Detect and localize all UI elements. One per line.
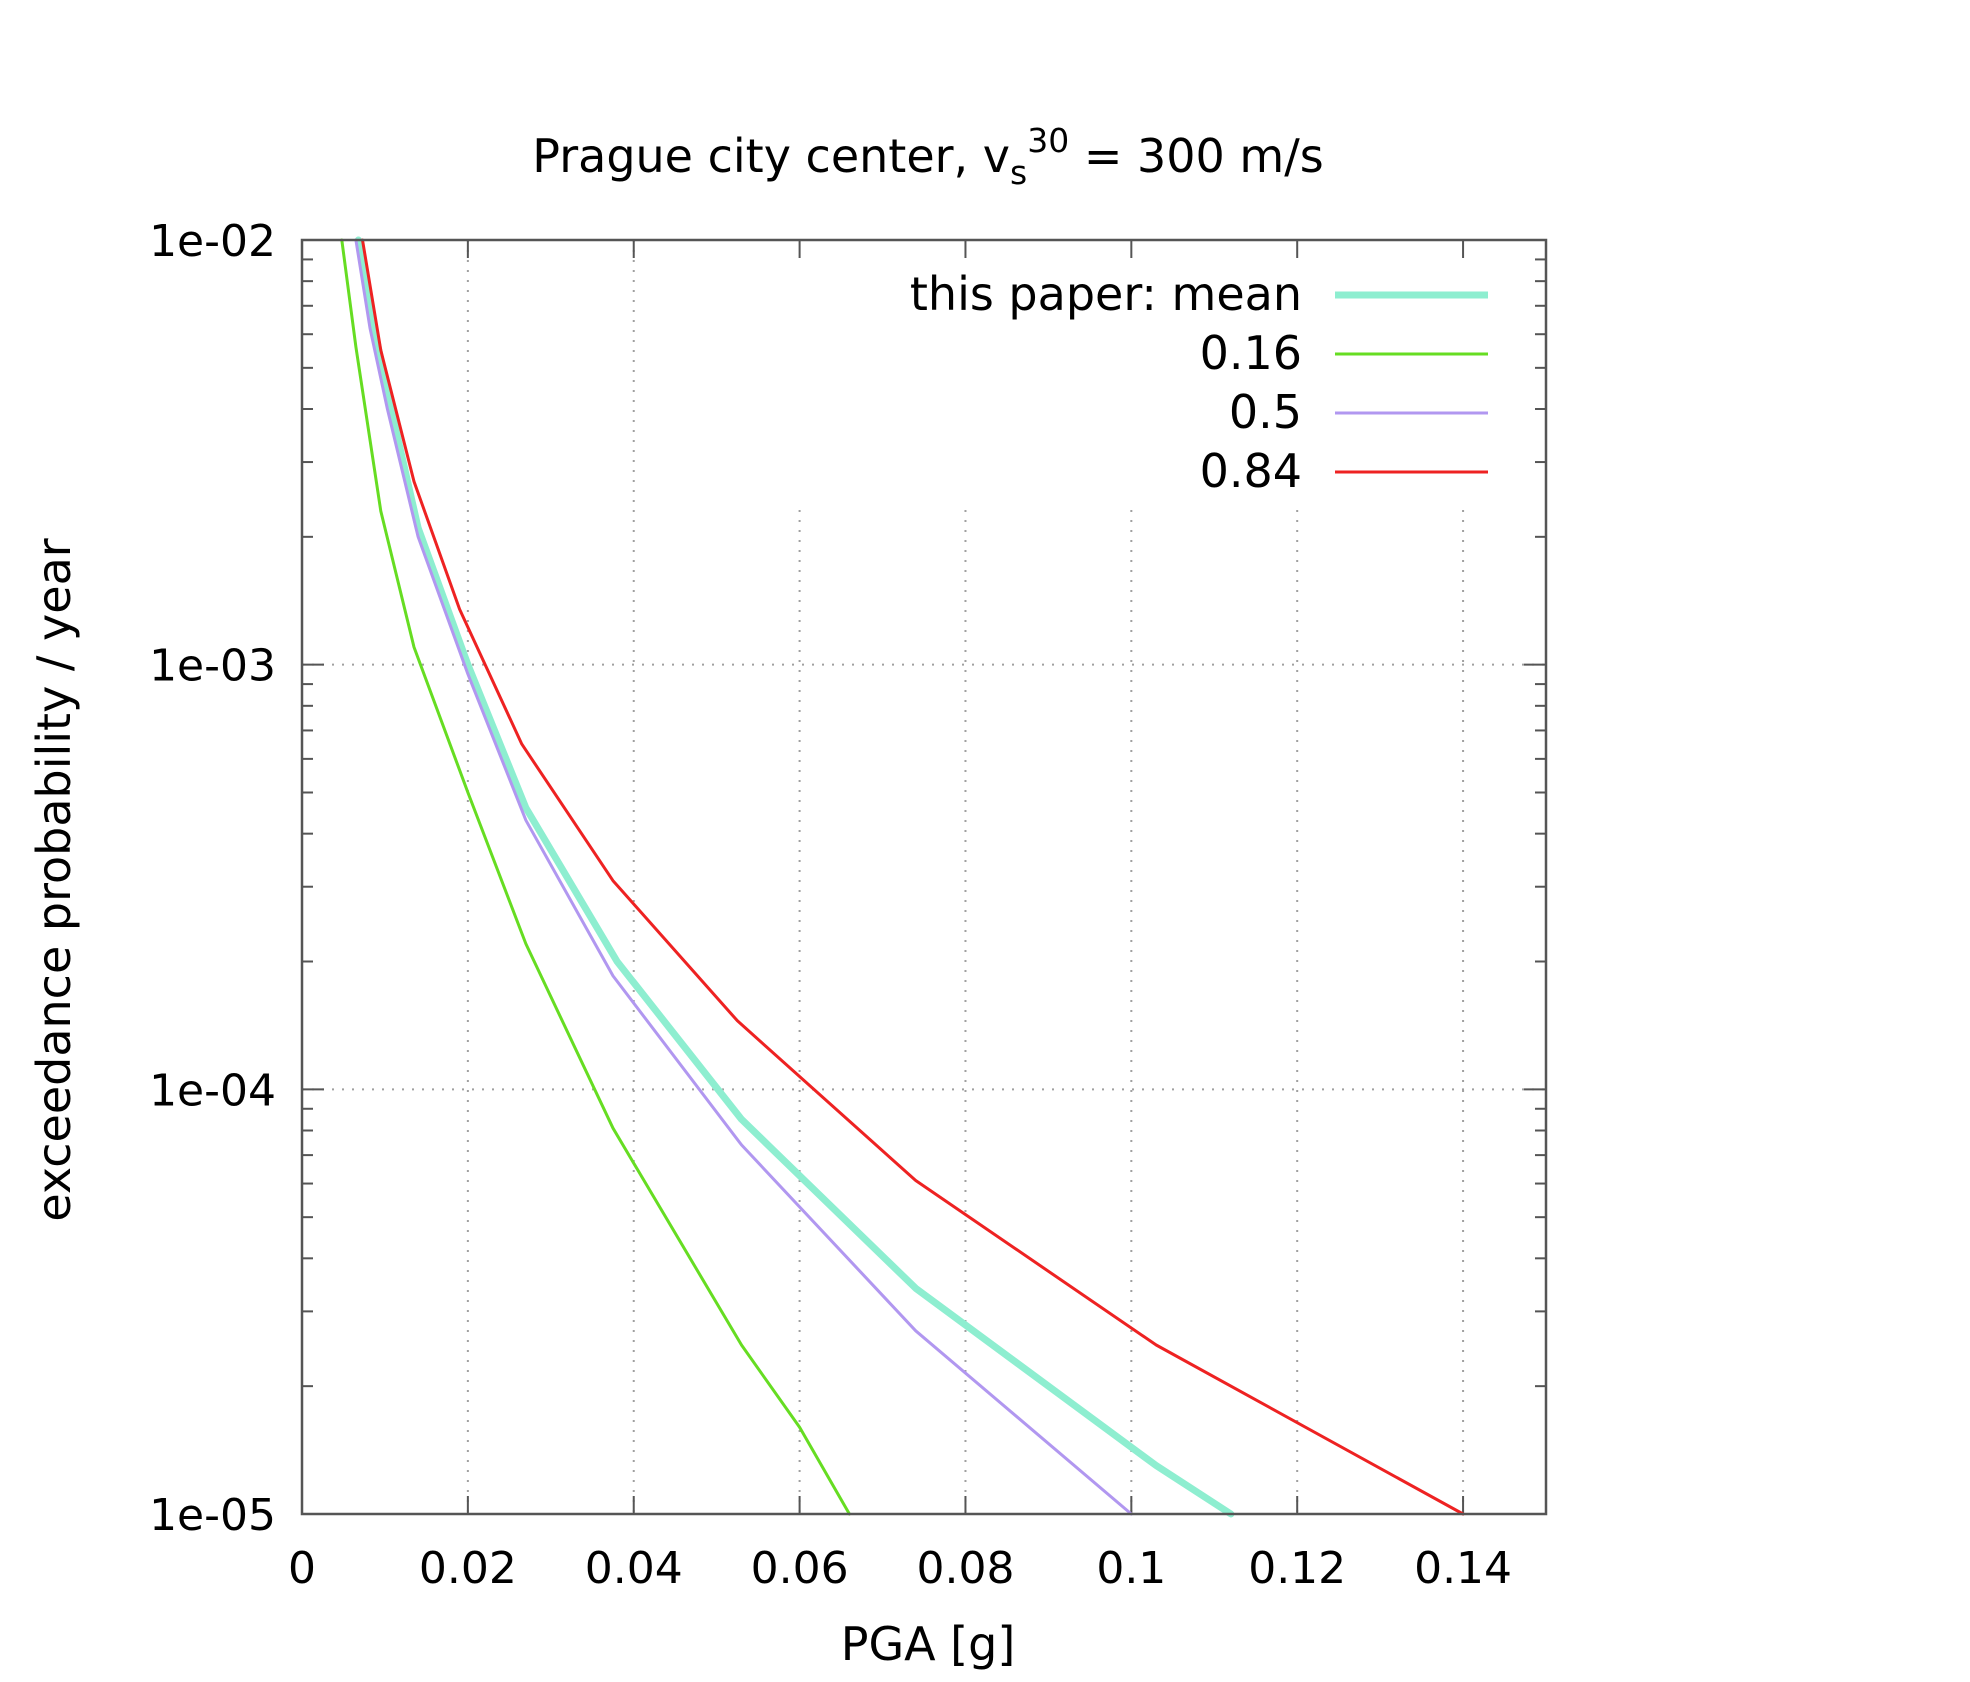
legend-label-0: this paper: mean — [910, 267, 1302, 321]
x-tick-label-7: 0.14 — [1414, 1543, 1512, 1594]
legend-label-2: 0.5 — [1229, 385, 1302, 439]
series-line-2 — [354, 238, 1133, 1516]
x-tick-label-6: 0.12 — [1248, 1543, 1346, 1594]
plot-frame — [300, 238, 1548, 1516]
y-tick-label-1: 1e-04 — [149, 1065, 276, 1116]
y-tick-label-3: 1e-02 — [149, 216, 276, 267]
x-axis-label: PGA [g] — [841, 1617, 1016, 1671]
title-sup: 30 — [1027, 121, 1069, 160]
x-tick-label-3: 0.06 — [751, 1543, 849, 1594]
y-axis-label: exceedance probability / year — [27, 538, 81, 1221]
chart-title: Prague city center, vs30 = 300 m/s — [532, 121, 1323, 192]
title-sub: s — [1010, 153, 1027, 192]
x-tick-label-1: 0.02 — [419, 1543, 517, 1594]
title-rest: = 300 m/s — [1069, 129, 1323, 183]
y-tick-label-0: 1e-05 — [149, 1490, 276, 1541]
grid — [302, 240, 1546, 1514]
axis-ticks: 0 0.02 0.04 0.06 0.08 0.1 0.12 0.14 1e-05 1e-04 1e… — [149, 216, 1546, 1594]
x-tick-label-0: 0 — [288, 1543, 316, 1594]
series-line-3 — [361, 238, 1465, 1516]
title-main: Prague city center, v — [532, 129, 1010, 183]
series-line-1 — [340, 238, 851, 1516]
y-tick-label-2: 1e-03 — [149, 641, 276, 692]
x-tick-label-5: 0.1 — [1096, 1543, 1166, 1594]
series-line-0 — [354, 236, 1235, 1518]
x-tick-label-2: 0.04 — [585, 1543, 683, 1594]
series-lines — [340, 236, 1465, 1518]
legend-label-1: 0.16 — [1200, 326, 1302, 380]
x-tick-label-4: 0.08 — [916, 1543, 1014, 1594]
legend-label-3: 0.84 — [1200, 444, 1302, 498]
